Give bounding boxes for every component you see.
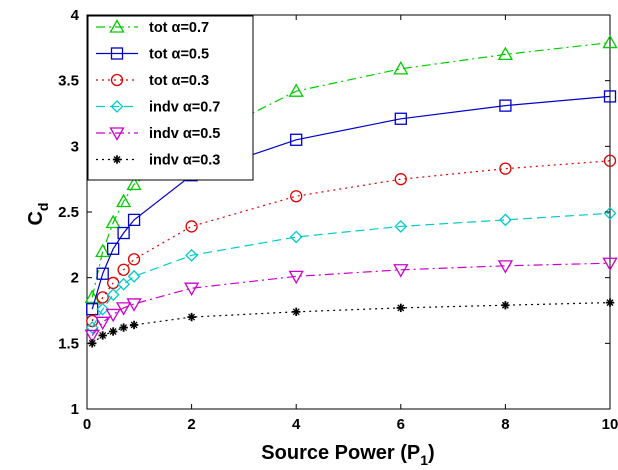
data-point — [107, 242, 120, 255]
x-tick-label: 8 — [501, 416, 509, 433]
data-point — [117, 277, 131, 291]
legend-box — [87, 15, 254, 181]
x-tick-label: 4 — [292, 416, 301, 433]
legend-marker — [112, 155, 122, 164]
data-point — [185, 220, 198, 233]
legend-item: indv α=0.3 — [96, 153, 220, 169]
data-point — [288, 83, 304, 97]
x-axis-label: Source Power (P1) — [261, 442, 434, 468]
legend-item: tot α=0.5 — [96, 47, 209, 63]
legend-item: indv α=0.5 — [96, 126, 220, 142]
data-point — [602, 34, 618, 49]
data-point — [497, 46, 514, 61]
data-point — [85, 321, 99, 334]
series-6 — [88, 298, 615, 348]
data-point — [106, 288, 120, 302]
data-point — [187, 312, 196, 322]
legend-item: tot α=0.3 — [96, 73, 209, 89]
y-tick-label: 1 — [71, 401, 79, 418]
x-tick-label: 2 — [187, 416, 195, 433]
data-point — [126, 176, 142, 191]
series-line — [91, 160, 611, 322]
data-point — [603, 154, 617, 167]
data-point — [108, 327, 118, 336]
legend-item: indv α=0.7 — [96, 100, 220, 116]
data-point — [98, 331, 107, 340]
data-point — [105, 214, 121, 229]
legend-label: tot α=0.7 — [149, 20, 209, 36]
x-tick-label: 6 — [397, 416, 405, 433]
data-point — [393, 264, 409, 278]
data-point — [95, 316, 111, 331]
data-point — [183, 282, 200, 296]
y-tick-label: 4 — [71, 7, 80, 24]
data-point — [127, 213, 141, 227]
data-point — [393, 61, 409, 75]
y-tick-label: 1.5 — [58, 335, 79, 352]
y-tick-label: 2.5 — [58, 204, 79, 221]
data-point — [289, 230, 303, 244]
data-point — [394, 112, 407, 125]
data-point — [95, 243, 111, 258]
legend-label: indv α=0.3 — [149, 153, 220, 169]
axes-layer: 0 2 4 6 8 10 1 1.5 2 2.5 3 3.5 4 — [58, 7, 618, 433]
data-point — [84, 329, 100, 344]
data-point — [119, 323, 128, 332]
legend-label: tot α=0.5 — [149, 47, 209, 63]
legend-marker — [110, 47, 124, 60]
legend-label: indv α=0.7 — [149, 100, 220, 116]
y-tick-label: 3 — [71, 138, 79, 155]
legend-label: indv α=0.5 — [149, 126, 220, 142]
data-point — [127, 253, 141, 266]
legend-item: tot α=0.7 — [96, 19, 209, 36]
data-point — [394, 173, 407, 186]
y-tick-label: 3.5 — [58, 73, 79, 90]
data-point — [501, 301, 510, 310]
data-point — [288, 270, 304, 285]
data-point — [117, 263, 130, 276]
data-point — [292, 307, 301, 317]
y-axis-label: Cd — [25, 202, 51, 225]
series-line — [91, 212, 611, 328]
legend-items: tot α=0.7 tot α=0.5 tot α=0.3 indv α=0.7 ind… — [96, 19, 220, 169]
legend-marker — [109, 127, 125, 141]
data-point — [96, 267, 109, 280]
data-point — [499, 162, 512, 175]
legend-marker — [110, 73, 124, 87]
series-line — [91, 302, 611, 344]
data-point — [396, 303, 405, 313]
data-point — [126, 298, 142, 312]
data-point — [497, 260, 514, 274]
data-point — [105, 308, 121, 323]
data-point — [96, 302, 110, 316]
data-point — [605, 298, 615, 307]
x-tick-label: 0 — [83, 416, 91, 433]
series-line — [91, 95, 611, 310]
legend-marker — [110, 100, 124, 113]
data-point — [117, 226, 130, 240]
y-tick-label: 2 — [71, 270, 79, 287]
legend-marker — [109, 19, 125, 33]
legend: tot α=0.7 tot α=0.5 tot α=0.3 indv α=0.7 ind… — [87, 15, 254, 181]
legend-label: tot α=0.3 — [149, 73, 209, 89]
series-4 — [85, 206, 617, 334]
data-point — [603, 206, 617, 220]
data-point — [185, 248, 199, 262]
data-point — [394, 220, 408, 233]
x-tick-label: 10 — [602, 416, 618, 433]
data-point — [129, 320, 139, 330]
data-point — [115, 302, 132, 316]
data-point — [290, 190, 303, 203]
series-5 — [84, 257, 618, 344]
data-point — [127, 269, 141, 283]
data-point — [603, 90, 617, 103]
data-point — [499, 99, 512, 112]
data-point — [290, 133, 303, 146]
data-point — [498, 213, 512, 227]
data-point — [602, 257, 618, 272]
data-point — [115, 193, 132, 208]
